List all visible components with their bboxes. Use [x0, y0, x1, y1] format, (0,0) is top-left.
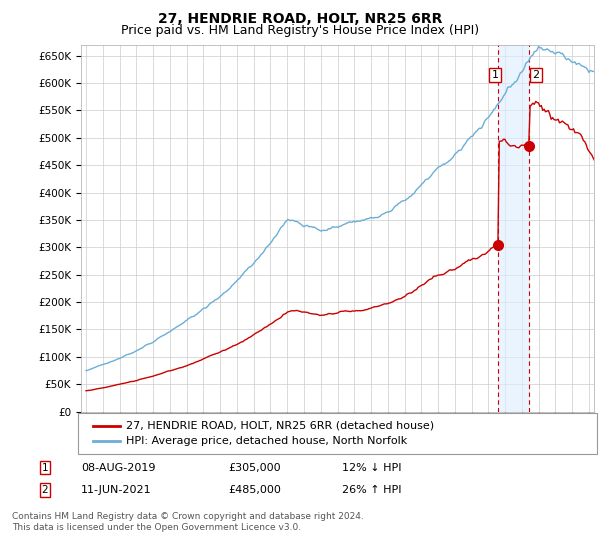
Text: 08-AUG-2019: 08-AUG-2019 [81, 463, 155, 473]
Text: Price paid vs. HM Land Registry's House Price Index (HPI): Price paid vs. HM Land Registry's House … [121, 24, 479, 36]
Text: 2: 2 [41, 485, 49, 495]
Text: £485,000: £485,000 [228, 485, 281, 495]
Text: 26% ↑ HPI: 26% ↑ HPI [342, 485, 401, 495]
Text: HPI: Average price, detached house, North Norfolk: HPI: Average price, detached house, Nort… [126, 436, 407, 446]
Text: 11-JUN-2021: 11-JUN-2021 [81, 485, 152, 495]
Text: Contains HM Land Registry data © Crown copyright and database right 2024.
This d: Contains HM Land Registry data © Crown c… [12, 512, 364, 532]
Text: 12% ↓ HPI: 12% ↓ HPI [342, 463, 401, 473]
Text: £305,000: £305,000 [228, 463, 281, 473]
Text: 27, HENDRIE ROAD, HOLT, NR25 6RR: 27, HENDRIE ROAD, HOLT, NR25 6RR [158, 12, 442, 26]
Text: 1: 1 [491, 70, 499, 80]
Bar [498, 45, 529, 412]
Text: 27, HENDRIE ROAD, HOLT, NR25 6RR (detached house): 27, HENDRIE ROAD, HOLT, NR25 6RR (detach… [126, 421, 434, 431]
Text: 2: 2 [532, 70, 539, 80]
Text: 1: 1 [41, 463, 49, 473]
